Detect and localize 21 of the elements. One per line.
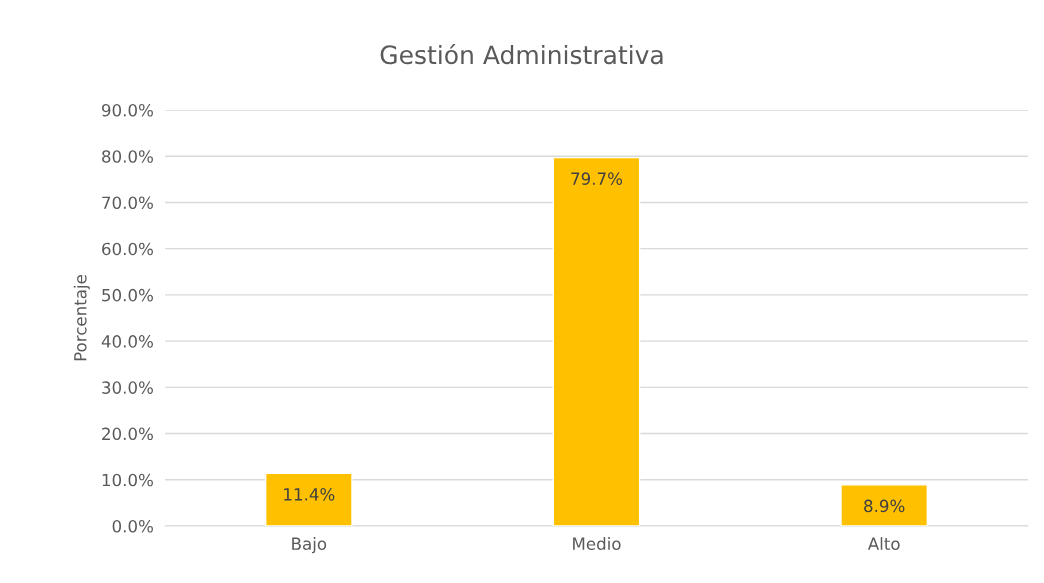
chart-title: Gestión Administrativa (380, 43, 663, 65)
y-tick-label: 40.0% (101, 335, 153, 348)
y-tick-label: 80.0% (102, 150, 153, 163)
data-label: 11.4% (284, 488, 335, 501)
bar (552, 156, 641, 526)
y-tick-label: 60.0% (102, 242, 153, 256)
data-label: 8.9% (864, 499, 905, 513)
bar (840, 484, 929, 526)
data-label: 79.7% (571, 172, 623, 185)
x-tick-label: Medio (573, 537, 621, 551)
x-tick-label: Bajo (292, 537, 327, 554)
y-tick-label: 90.0% (101, 103, 153, 117)
y-tick-label: 30.0% (102, 381, 153, 394)
y-tick-label: 0.0% (112, 519, 153, 533)
x-tick-label: Alto (867, 537, 900, 551)
bar (264, 472, 353, 526)
y-tick-label: 70.0% (102, 196, 153, 210)
y-axis-title: Porcentaje (73, 275, 90, 361)
y-tick-label: 20.0% (102, 427, 153, 441)
y-tick-label: 50.0% (102, 288, 153, 302)
y-tick-label: 10.0% (102, 473, 153, 487)
